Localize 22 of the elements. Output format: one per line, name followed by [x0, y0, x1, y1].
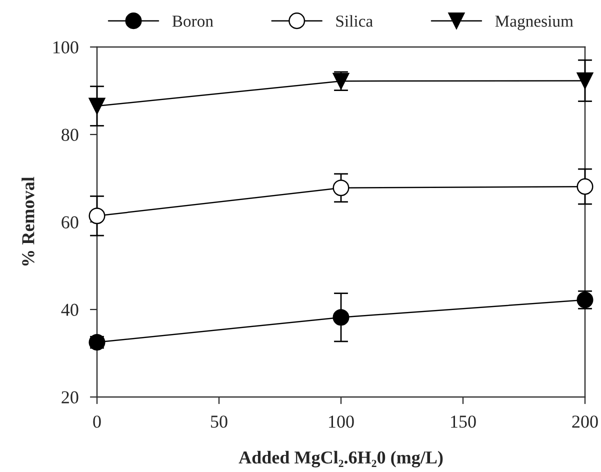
point: [332, 309, 350, 326]
point: [332, 180, 350, 196]
y-tick-label: 60: [62, 216, 78, 228]
x-tick-label: 50: [211, 416, 228, 428]
x-tick-label: 0: [93, 416, 101, 428]
legend-label: Silica: [336, 15, 373, 27]
x-tick-label: 200: [572, 416, 598, 428]
y-tick-label: 100: [53, 41, 78, 54]
y-tick-label: 40: [61, 304, 78, 316]
point: [88, 334, 106, 351]
y-tick-label: 20: [62, 391, 78, 404]
x-tick-label: 150: [451, 416, 476, 428]
y-axis-title: % Removal: [22, 176, 34, 266]
point: [88, 208, 106, 224]
point: [88, 98, 106, 114]
legend-label: Boron: [172, 16, 214, 27]
legend-label: Magnesium: [495, 16, 574, 30]
y-tick-label: 80: [62, 128, 78, 141]
x-tick-label: 100: [329, 416, 354, 428]
point: [576, 178, 594, 195]
point: [576, 72, 594, 89]
x-axis-title: Added MgCl₂.6H₂0 (mg/L): [238, 450, 443, 468]
